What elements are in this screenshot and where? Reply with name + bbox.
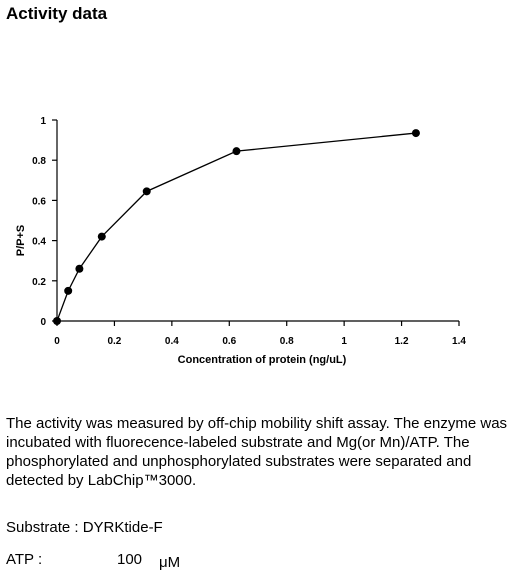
page-title: Activity data [6, 4, 108, 23]
x-tick-label: 0.2 [107, 336, 121, 347]
x-tick-label: 0 [54, 336, 60, 347]
x-axis-ticks: 0 0.2 0.4 0.6 0.8 1 1.2 1.4 [54, 321, 466, 347]
substrate-info: Substrate : DYRKtide-F [6, 519, 163, 536]
x-tick-label: 0.4 [165, 336, 179, 347]
x-tick-label: 1.4 [452, 336, 466, 347]
data-point [53, 317, 61, 325]
x-tick-label: 1 [341, 336, 347, 347]
atp-info: ATP : 100 μM [6, 551, 246, 571]
y-axis-ticks: 0 0.2 0.4 0.6 0.8 1 [32, 116, 57, 328]
data-point [411, 129, 420, 138]
x-tick-label: 0.8 [280, 336, 294, 347]
x-axis-label: Concentration of protein (ng/uL) [178, 354, 347, 366]
data-point [64, 286, 73, 295]
y-tick-label: 0.6 [32, 196, 46, 207]
chart-axes [56, 120, 459, 322]
data-point [75, 264, 84, 273]
data-point [142, 187, 151, 196]
y-axis-label: P/P+S [15, 225, 27, 257]
y-tick-label: 1 [40, 116, 46, 127]
chart-series [53, 129, 420, 325]
y-tick-label: 0 [40, 317, 46, 328]
data-point [232, 147, 241, 156]
y-tick-label: 0.4 [32, 237, 46, 248]
atp-unit: μM [159, 554, 181, 571]
x-tick-label: 0.6 [222, 336, 236, 347]
y-tick-label: 0.8 [32, 156, 46, 167]
series-line [56, 132, 416, 322]
assay-description: The activity was measured by off-chip mo… [6, 415, 508, 489]
data-point [97, 232, 106, 241]
x-tick-label: 1.2 [395, 336, 409, 347]
atp-value: 100 [117, 551, 143, 568]
activity-chart: 0 0.2 0.4 0.6 0.8 1 1.2 1.4 0 0.2 0.4 0.6 0.8 1 Conc… [15, 116, 466, 366]
y-tick-label: 0.2 [32, 277, 46, 288]
atp-label: ATP : [6, 551, 43, 568]
